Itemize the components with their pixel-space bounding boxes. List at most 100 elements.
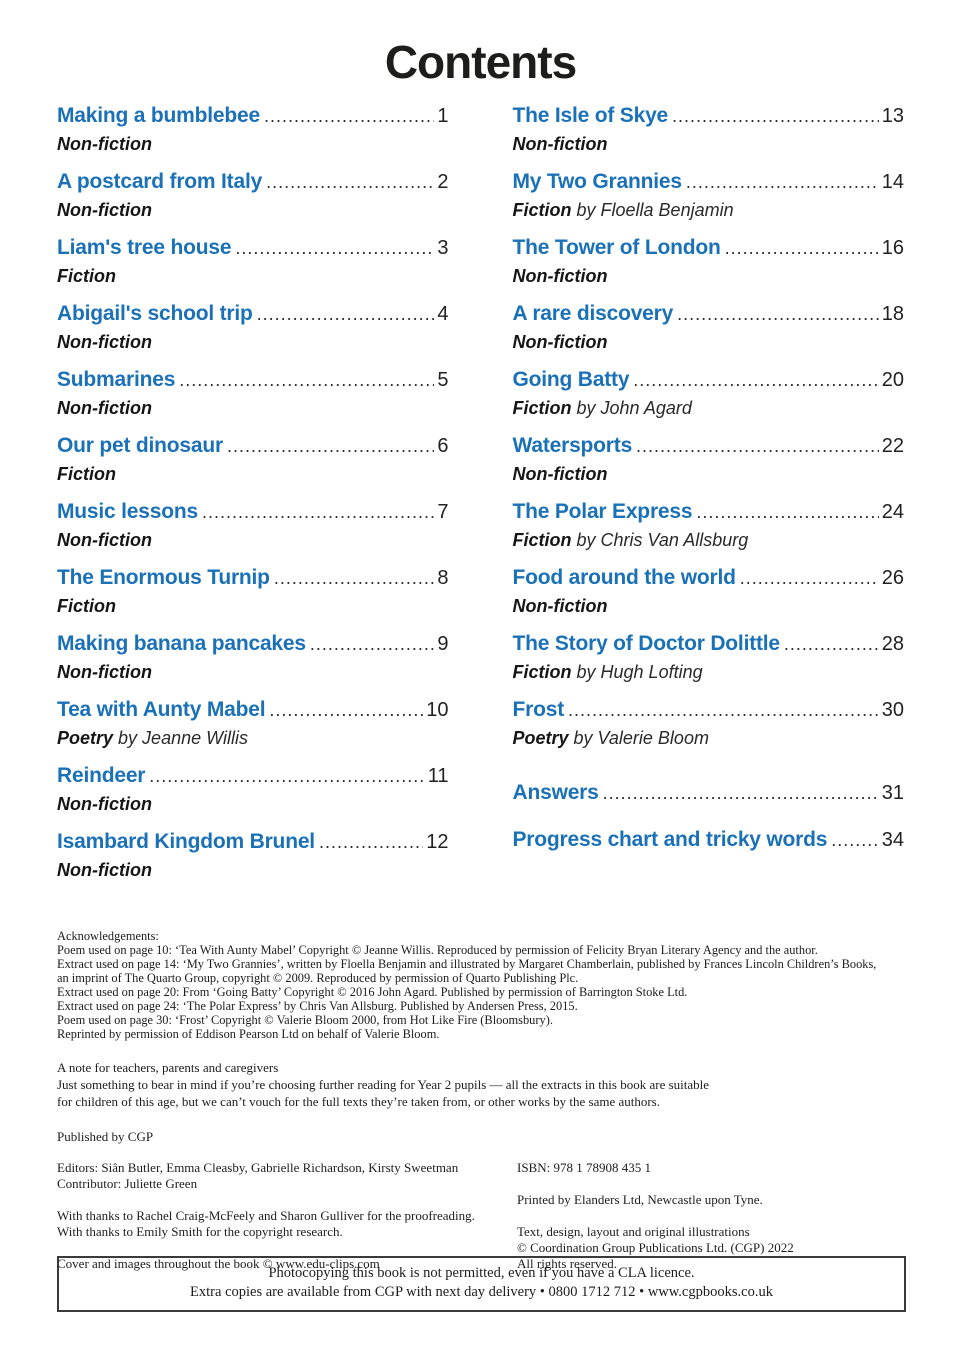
toc-entry-subtitle: Fiction bbox=[57, 264, 449, 289]
toc-entry-line: Frost 30 bbox=[513, 698, 905, 726]
toc-entry-page-number: 34 bbox=[881, 829, 904, 851]
toc-entry-genre: Non-fiction bbox=[57, 860, 152, 880]
toc-entry-title: Going Batty bbox=[512, 368, 630, 391]
toc-entry-genre: Fiction bbox=[512, 398, 572, 418]
toc-entry: The Enormous Turnip 8 Fiction bbox=[57, 566, 449, 619]
dotted-leader bbox=[179, 370, 434, 391]
toc-entry-line: A rare discovery 18 bbox=[513, 302, 905, 330]
toc-entry-title: Making banana pancakes bbox=[57, 632, 306, 655]
toc-entry: Making banana pancakes 9 Non-fiction bbox=[57, 632, 449, 685]
photocopy-notice-line1: Photocopying this book is not permitted,… bbox=[268, 1265, 695, 1281]
toc-entry-subtitle: Non-fiction bbox=[57, 198, 449, 223]
toc-entry-line: Going Batty 20 bbox=[513, 368, 905, 396]
toc-entry: A rare discovery 18 Non-fiction bbox=[513, 302, 905, 355]
toc-entry-title: Food around the world bbox=[512, 566, 736, 589]
toc-entry-author: by Chris Van Allsburg bbox=[576, 530, 749, 550]
toc-entry: Our pet dinosaur 6 Fiction bbox=[57, 434, 449, 487]
toc-entry-page-number: 12 bbox=[426, 831, 449, 853]
toc-entry-subtitle: Non-fiction bbox=[513, 132, 905, 157]
toc-entry: Progress chart and tricky words 34 bbox=[513, 828, 905, 862]
dotted-leader bbox=[149, 766, 424, 787]
toc-entry-title: Abigail's school trip bbox=[57, 302, 253, 325]
toc-entry-page-number: 11 bbox=[427, 765, 449, 787]
toc-entry-genre: Non-fiction bbox=[57, 332, 152, 352]
dotted-leader bbox=[235, 238, 434, 259]
toc-entry-subtitle: Non-fiction bbox=[57, 396, 449, 421]
toc-entry-genre: Poetry bbox=[512, 728, 569, 748]
toc-entry: The Story of Doctor Dolittle 28 Fiction by… bbox=[513, 632, 905, 685]
teacher-note: A note for teachers, parents and caregiv… bbox=[57, 1060, 710, 1109]
toc-entry: The Isle of Skye 13 Non-fiction bbox=[513, 104, 905, 157]
toc-entry-title: Tea with Aunty Mabel bbox=[57, 698, 266, 721]
dotted-leader bbox=[725, 238, 879, 259]
toc-entry-page-number: 18 bbox=[881, 303, 904, 325]
toc-extras: Answers 31 Progress chart and tricky words… bbox=[513, 781, 905, 862]
toc-entry-genre: Fiction bbox=[512, 530, 572, 550]
toc-entry-title: Submarines bbox=[57, 368, 176, 391]
photocopy-notice-box: Photocopying this book is not permitted,… bbox=[57, 1256, 906, 1312]
toc-entry-page-number: 3 bbox=[437, 237, 449, 259]
toc-entry-genre: Non-fiction bbox=[512, 134, 608, 154]
toc-entry-title: Progress chart and tricky words bbox=[512, 828, 828, 851]
toc-entry-author: by Valerie Bloom bbox=[573, 728, 709, 748]
toc-entry-page-number: 9 bbox=[437, 633, 449, 655]
toc-entry: Answers 31 bbox=[513, 781, 905, 815]
dotted-leader bbox=[677, 304, 879, 325]
toc-entry-line: Isambard Kingdom Brunel 12 bbox=[57, 830, 449, 858]
dotted-leader bbox=[831, 830, 879, 851]
toc-entry-genre: Non-fiction bbox=[57, 200, 152, 220]
dotted-leader bbox=[603, 783, 879, 804]
toc-entry-page-number: 1 bbox=[437, 105, 449, 127]
toc-entry-genre: Non-fiction bbox=[512, 596, 608, 616]
toc-entry-subtitle: Fiction by John Agard bbox=[513, 396, 905, 421]
dotted-leader bbox=[266, 172, 434, 193]
toc-entry-line: Our pet dinosaur 6 bbox=[57, 434, 449, 462]
dotted-leader bbox=[740, 568, 879, 589]
toc-entry: My Two Grannies 14 Fiction by Floella Benj… bbox=[513, 170, 905, 223]
published-by: Published by CGP bbox=[57, 1129, 154, 1144]
toc-entry-title: The Polar Express bbox=[512, 500, 693, 523]
toc-entry: Reindeer 11 Non-fiction bbox=[57, 764, 449, 817]
dotted-leader bbox=[784, 634, 879, 655]
toc-entry-author: by John Agard bbox=[576, 398, 692, 418]
toc-entry-title: Reindeer bbox=[57, 764, 146, 787]
toc-entry-subtitle: Non-fiction bbox=[513, 462, 905, 487]
toc-entry-line: The Polar Express 24 bbox=[513, 500, 905, 528]
toc-entry-line: Food around the world 26 bbox=[513, 566, 905, 594]
toc-entry-subtitle: Poetry by Jeanne Willis bbox=[57, 726, 449, 751]
toc-entry-subtitle: Fiction bbox=[57, 462, 449, 487]
dotted-leader bbox=[227, 436, 434, 457]
toc-right-column: The Isle of Skye 13 Non-fiction My Two Gran… bbox=[513, 104, 905, 896]
dotted-leader bbox=[274, 568, 435, 589]
toc-entry-page-number: 22 bbox=[881, 435, 904, 457]
toc-entry: Tea with Aunty Mabel 10 Poetry by Jeanne W… bbox=[57, 698, 449, 751]
dotted-leader bbox=[310, 634, 435, 655]
toc-entry-page-number: 31 bbox=[881, 782, 904, 804]
toc-entry-title: The Story of Doctor Dolittle bbox=[512, 632, 781, 655]
toc-entry-line: Liam's tree house 3 bbox=[57, 236, 449, 264]
toc-entry-subtitle: Fiction by Floella Benjamin bbox=[513, 198, 905, 223]
toc-entry-genre: Fiction bbox=[57, 266, 116, 286]
toc-entry-subtitle: Non-fiction bbox=[57, 132, 449, 157]
toc-entry: The Polar Express 24 Fiction by Chris Van … bbox=[513, 500, 905, 553]
toc-entry-line: Submarines 5 bbox=[57, 368, 449, 396]
toc-entry-page-number: 24 bbox=[881, 501, 904, 523]
dotted-leader bbox=[672, 106, 879, 127]
toc-entry-subtitle: Non-fiction bbox=[57, 858, 449, 883]
toc-entry-title: Liam's tree house bbox=[57, 236, 232, 259]
toc-entry-title: The Enormous Turnip bbox=[57, 566, 270, 589]
toc-entry-line: Tea with Aunty Mabel 10 bbox=[57, 698, 449, 726]
dotted-leader bbox=[568, 700, 879, 721]
toc-entry-author: by Jeanne Willis bbox=[118, 728, 248, 748]
dotted-leader bbox=[319, 832, 423, 853]
toc-entry-page-number: 14 bbox=[881, 171, 904, 193]
toc-entry-page-number: 5 bbox=[437, 369, 449, 391]
toc-entry-line: The Tower of London 16 bbox=[513, 236, 905, 264]
toc-entry: Liam's tree house 3 Fiction bbox=[57, 236, 449, 289]
toc-entry-subtitle: Fiction by Chris Van Allsburg bbox=[513, 528, 905, 553]
dotted-leader bbox=[202, 502, 434, 523]
credits-left: Editors: Siân Butler, Emma Cleasby, Gabr… bbox=[57, 1160, 475, 1271]
toc-entry-page-number: 13 bbox=[881, 105, 904, 127]
toc-entry: A postcard from Italy 2 Non-fiction bbox=[57, 170, 449, 223]
